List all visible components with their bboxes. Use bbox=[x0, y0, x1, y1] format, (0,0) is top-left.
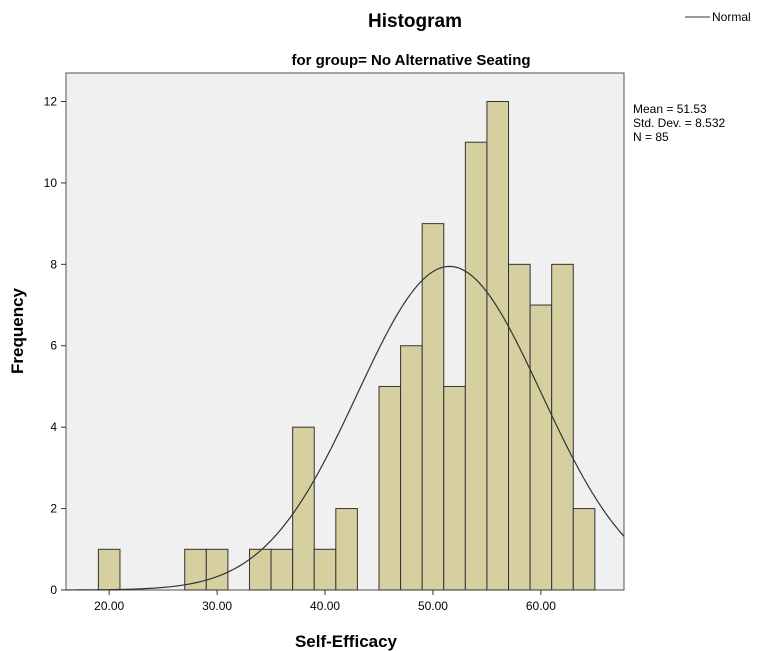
x-tick-label: 30.00 bbox=[202, 599, 232, 613]
y-tick-label: 12 bbox=[44, 94, 58, 108]
y-tick-label: 8 bbox=[50, 257, 57, 271]
histogram-bar bbox=[205, 548, 229, 591]
histogram-bar bbox=[292, 426, 315, 591]
histogram-bar bbox=[486, 100, 510, 591]
x-tick-label: 50.00 bbox=[418, 599, 448, 613]
chart-subtitle: for group= No Alternative Seating bbox=[291, 52, 530, 69]
x-tick-label: 40.00 bbox=[310, 599, 340, 613]
histogram-bar bbox=[551, 263, 574, 591]
bars-group bbox=[97, 100, 596, 591]
x-tick-label: 60.00 bbox=[526, 599, 556, 613]
stats-block: Mean = 51.53 Std. Dev. = 8.532 N = 85 bbox=[633, 102, 725, 144]
histogram-bar bbox=[508, 263, 531, 591]
y-tick-label: 6 bbox=[50, 339, 57, 353]
histogram-bar bbox=[248, 548, 272, 591]
x-axis: 20.00 30.00 40.00 50.00 60.00 bbox=[94, 590, 556, 613]
y-tick-label: 0 bbox=[50, 583, 57, 597]
chart-title: Histogram bbox=[368, 11, 462, 32]
legend: Normal bbox=[685, 10, 751, 24]
y-tick-label: 10 bbox=[44, 176, 58, 190]
y-tick-label: 2 bbox=[50, 502, 57, 516]
x-axis-label: Self-Efficacy bbox=[295, 632, 398, 651]
histogram-bar bbox=[270, 548, 294, 591]
histogram-bar bbox=[97, 548, 121, 591]
histogram-bar bbox=[378, 385, 402, 591]
x-tick-label: 20.00 bbox=[94, 599, 124, 613]
stats-n: N = 85 bbox=[633, 130, 669, 144]
histogram-bar bbox=[421, 223, 445, 591]
histogram-bar bbox=[313, 548, 337, 591]
histogram-bar bbox=[400, 345, 423, 591]
normal-curve bbox=[66, 265, 625, 591]
stats-mean: Mean = 51.53 bbox=[633, 102, 707, 116]
y-axis-label: Frequency bbox=[8, 287, 27, 374]
y-axis: 0 2 4 6 8 10 12 bbox=[44, 94, 66, 597]
y-tick-label: 4 bbox=[50, 420, 57, 434]
histogram-bar bbox=[464, 141, 488, 591]
stats-std: Std. Dev. = 8.532 bbox=[633, 116, 725, 130]
legend-label: Normal bbox=[712, 10, 751, 24]
histogram-bar bbox=[443, 385, 466, 591]
histogram-bar bbox=[335, 508, 358, 591]
histogram-bar bbox=[572, 508, 596, 591]
histogram-bar bbox=[529, 304, 553, 591]
